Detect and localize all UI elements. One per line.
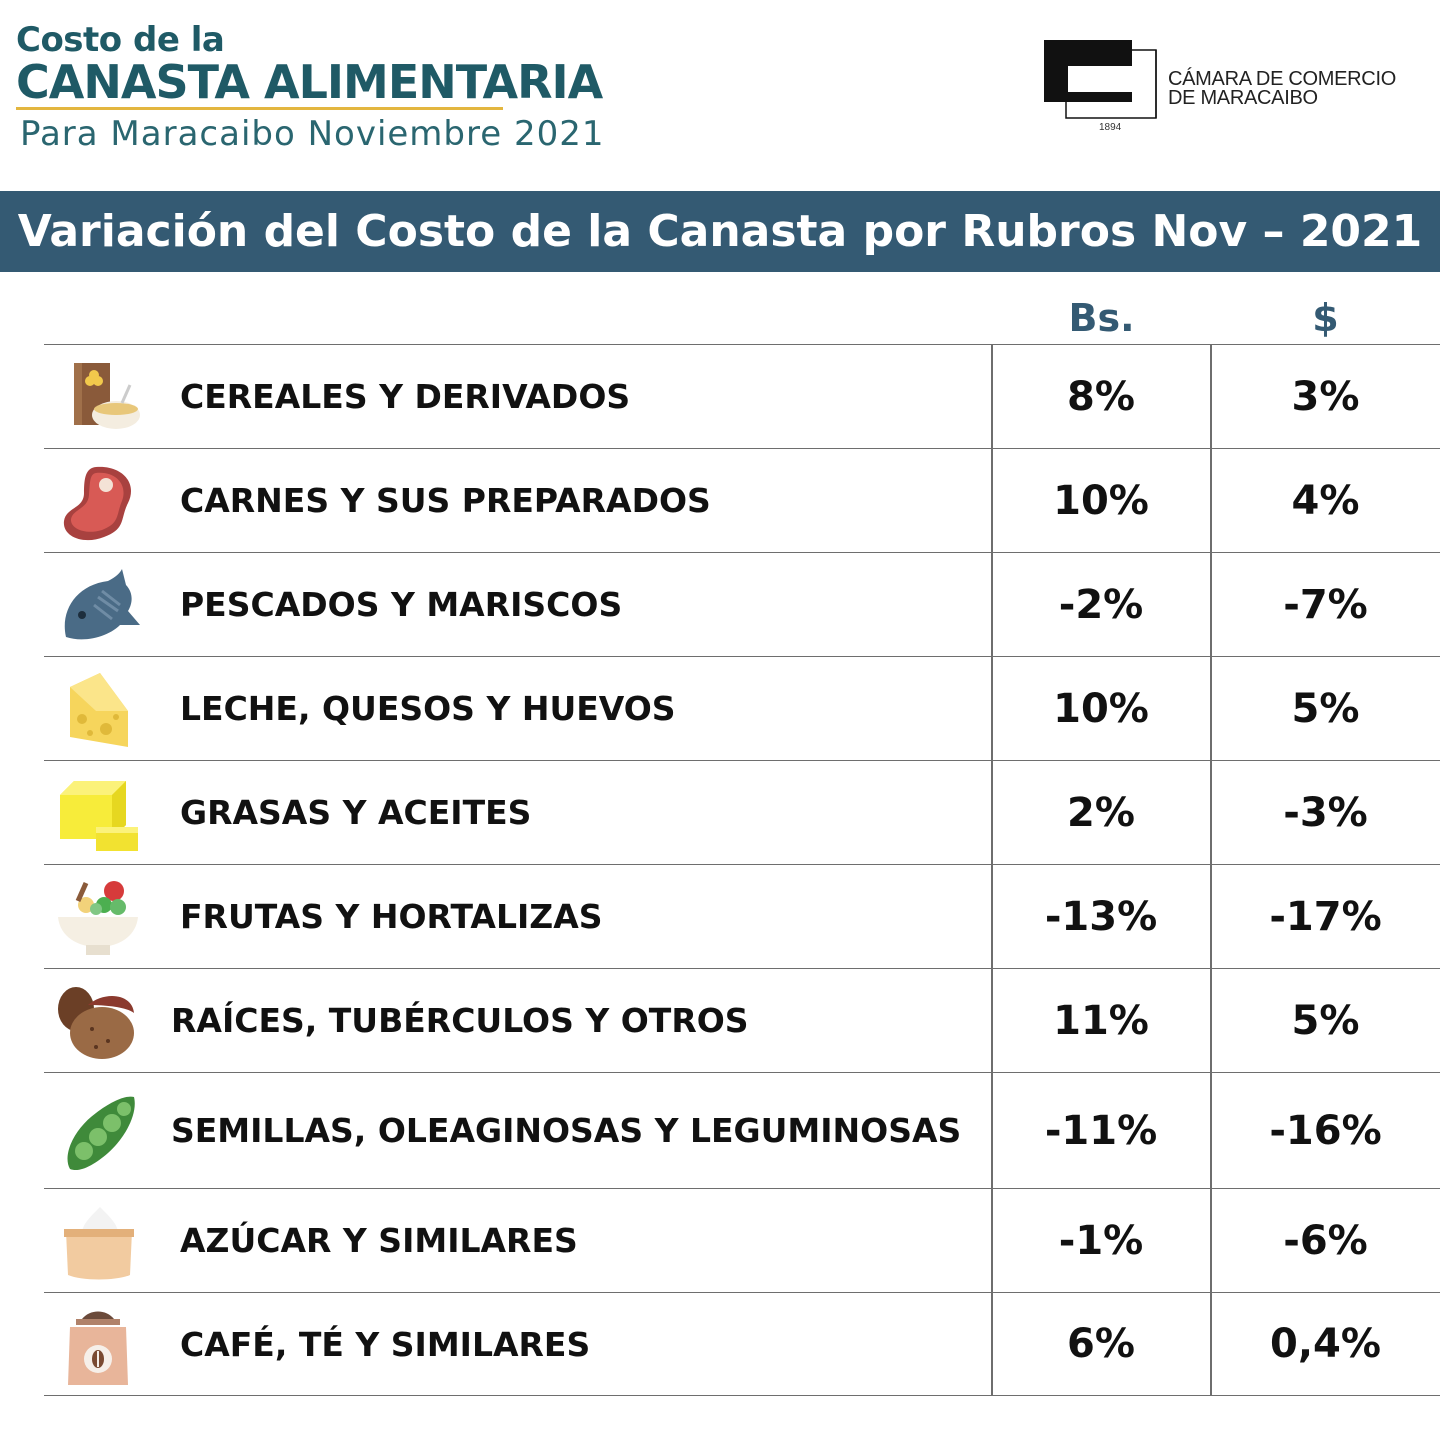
column-header-usd: $: [1312, 296, 1339, 340]
table-row: CAFÉ, TÉ Y SIMILARES 6% 0,4%: [44, 1292, 1440, 1396]
row-label: LECHE, QUESOS Y HUEVOS: [180, 689, 676, 728]
value-usd: 3%: [1291, 373, 1360, 420]
value-bs: -13%: [1044, 893, 1158, 940]
potato-icon: [58, 987, 134, 1059]
table-row: FRUTAS Y HORTALIZAS -13% -17%: [44, 864, 1440, 968]
chamber-name: CÁMARA DE COMERCIO DE MARACAIBO: [1168, 68, 1396, 109]
column-divider: [991, 865, 993, 968]
chamber-logo-icon: [1044, 40, 1157, 119]
title-line-2: CANASTA ALIMENTARIA: [16, 55, 603, 109]
column-divider: [1210, 553, 1212, 656]
variation-table: CEREALES Y DERIVADOS 8% 3% CARNES Y SUS …: [44, 344, 1440, 1396]
salad-bowl-icon: [58, 881, 138, 955]
column-divider: [1210, 1073, 1212, 1188]
sugar-sack-icon: [64, 1207, 134, 1280]
table-row: AZÚCAR Y SIMILARES -1% -6%: [44, 1188, 1440, 1292]
value-bs: 2%: [1067, 789, 1135, 836]
value-bs: 10%: [1053, 685, 1149, 732]
row-label: RAÍCES, TUBÉRCULOS Y OTROS: [171, 1001, 749, 1040]
column-divider: [1210, 1189, 1212, 1292]
cereal-box-icon: [74, 363, 140, 429]
column-divider: [1210, 969, 1212, 1072]
column-divider: [1210, 657, 1212, 760]
column-divider: [1210, 345, 1212, 448]
cheese-icon: [70, 673, 128, 747]
value-bs: 6%: [1067, 1321, 1135, 1367]
column-divider: [991, 345, 993, 448]
row-label: CARNES Y SUS PREPARADOS: [180, 481, 711, 520]
row-label: GRASAS Y ACEITES: [180, 793, 532, 832]
column-divider: [1210, 865, 1212, 968]
title-underline: [16, 107, 503, 110]
table-row: RAÍCES, TUBÉRCULOS Y OTROS 11% 5%: [44, 968, 1440, 1072]
table-row: CARNES Y SUS PREPARADOS 10% 4%: [44, 448, 1440, 552]
banner-title: Variación del Costo de la Canasta por Ru…: [17, 206, 1423, 257]
value-usd: 5%: [1291, 685, 1360, 732]
value-usd: 5%: [1291, 997, 1360, 1044]
row-label: CAFÉ, TÉ Y SIMILARES: [180, 1324, 591, 1364]
banner: Variación del Costo de la Canasta por Ru…: [0, 191, 1440, 272]
column-divider: [1210, 449, 1212, 552]
table-row: PESCADOS Y MARISCOS -2% -7%: [44, 552, 1440, 656]
chamber-name-line-2: DE MARACAIBO: [1168, 87, 1318, 109]
value-usd: 0,4%: [1270, 1321, 1381, 1367]
column-divider: [991, 449, 993, 552]
chamber-name-line-1: CÁMARA DE COMERCIO: [1168, 68, 1396, 90]
value-bs: 8%: [1067, 373, 1135, 420]
column-divider: [991, 969, 993, 1072]
chamber-year: 1894: [1099, 122, 1122, 133]
value-bs: 10%: [1053, 477, 1149, 524]
value-bs: -1%: [1058, 1217, 1144, 1264]
column-divider: [991, 657, 993, 760]
row-label: SEMILLAS, OLEAGINOSAS Y LEGUMINOSAS: [171, 1111, 962, 1150]
row-label: AZÚCAR Y SIMILARES: [180, 1221, 578, 1260]
value-bs: -2%: [1058, 581, 1144, 628]
column-divider: [991, 761, 993, 864]
value-usd: -17%: [1269, 893, 1382, 940]
table-row: SEMILLAS, OLEAGINOSAS Y LEGUMINOSAS -11%…: [44, 1072, 1440, 1188]
coffee-bag-icon: [68, 1311, 128, 1385]
column-divider: [991, 1073, 993, 1188]
fish-icon: [64, 569, 140, 640]
steak-icon: [63, 466, 132, 541]
table-row: GRASAS Y ACEITES 2% -3%: [44, 760, 1440, 864]
butter-icon: [60, 781, 138, 851]
value-bs: 11%: [1053, 997, 1149, 1044]
header-title: Costo de la CANASTA ALIMENTARIA: [16, 20, 603, 109]
value-usd: -6%: [1283, 1217, 1368, 1264]
value-usd: -7%: [1283, 581, 1368, 628]
column-divider: [991, 1189, 993, 1292]
value-usd: 4%: [1291, 477, 1360, 524]
value-usd: -16%: [1269, 1107, 1382, 1154]
value-usd: -3%: [1283, 789, 1368, 836]
title-line-1: Costo de la: [16, 20, 225, 60]
row-label: CEREALES Y DERIVADOS: [180, 377, 631, 416]
column-header-bs: Bs.: [1068, 296, 1135, 340]
table-row: CEREALES Y DERIVADOS 8% 3%: [44, 344, 1440, 448]
table-row: LECHE, QUESOS Y HUEVOS 10% 5%: [44, 656, 1440, 760]
subtitle: Para Maracaibo Noviembre 2021: [20, 114, 605, 154]
column-divider: [1210, 1293, 1212, 1395]
column-divider: [991, 553, 993, 656]
value-bs: -11%: [1044, 1107, 1158, 1154]
row-label: FRUTAS Y HORTALIZAS: [180, 897, 603, 936]
pea-pod-icon: [67, 1096, 135, 1171]
column-divider: [1210, 761, 1212, 864]
column-divider: [991, 1293, 993, 1395]
row-label: PESCADOS Y MARISCOS: [180, 585, 623, 624]
